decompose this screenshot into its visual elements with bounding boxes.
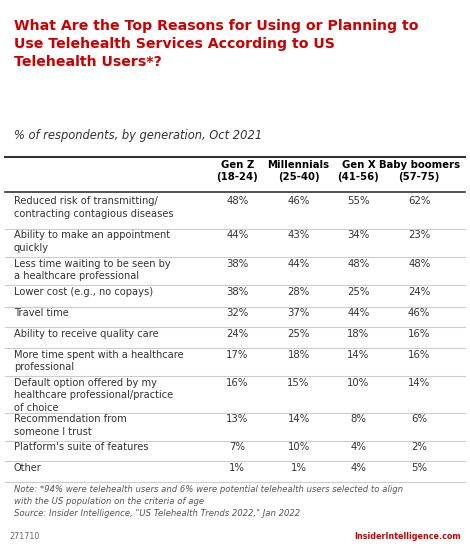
Text: 4%: 4%: [351, 463, 367, 473]
Text: Less time waiting to be seen by
a healthcare professional: Less time waiting to be seen by a health…: [14, 259, 171, 281]
Text: 16%: 16%: [226, 378, 249, 388]
Text: Reduced risk of transmitting/
contracting contagious diseases: Reduced risk of transmitting/ contractin…: [14, 196, 173, 218]
Text: 13%: 13%: [226, 414, 249, 424]
Text: Gen X
(41-56): Gen X (41-56): [337, 160, 379, 182]
Text: 24%: 24%: [408, 287, 431, 297]
Text: Millennials
(25-40): Millennials (25-40): [267, 160, 329, 182]
Text: 16%: 16%: [408, 329, 431, 339]
Text: 14%: 14%: [408, 378, 431, 388]
Text: 25%: 25%: [287, 329, 310, 339]
Text: % of respondents, by generation, Oct 2021: % of respondents, by generation, Oct 202…: [14, 129, 262, 142]
Text: 18%: 18%: [347, 329, 369, 339]
Text: 44%: 44%: [288, 259, 310, 269]
Text: 17%: 17%: [226, 349, 249, 359]
Text: 7%: 7%: [229, 442, 245, 452]
Text: 62%: 62%: [408, 196, 431, 206]
Text: 14%: 14%: [288, 414, 310, 424]
Text: 48%: 48%: [226, 196, 249, 206]
Text: Lower cost (e.g., no copays): Lower cost (e.g., no copays): [14, 287, 153, 297]
Text: 37%: 37%: [287, 309, 310, 319]
Text: Other: Other: [14, 463, 42, 473]
Text: Travel time: Travel time: [14, 309, 69, 319]
Text: 8%: 8%: [351, 414, 367, 424]
Text: 46%: 46%: [408, 309, 431, 319]
Text: 1%: 1%: [229, 463, 245, 473]
Text: 28%: 28%: [288, 287, 310, 297]
Text: What Are the Top Reasons for Using or Planning to
Use Telehealth Services Accord: What Are the Top Reasons for Using or Pl…: [14, 19, 418, 69]
Text: 44%: 44%: [226, 231, 249, 241]
Text: Recommendation from
someone I trust: Recommendation from someone I trust: [14, 414, 126, 436]
Text: InsiderIntelligence.com: InsiderIntelligence.com: [354, 532, 461, 541]
Text: 24%: 24%: [226, 329, 249, 339]
Text: 6%: 6%: [411, 414, 427, 424]
Text: 23%: 23%: [408, 231, 431, 241]
Text: Note: *94% were telehealth users and 6% were potential telehealth users selected: Note: *94% were telehealth users and 6% …: [14, 485, 403, 518]
Text: Baby boomers
(57-75): Baby boomers (57-75): [379, 160, 460, 182]
Text: 43%: 43%: [288, 231, 310, 241]
Text: Default option offered by my
healthcare professional/practice
of choice: Default option offered by my healthcare …: [14, 378, 173, 413]
Text: Ability to make an appointment
quickly: Ability to make an appointment quickly: [14, 231, 170, 253]
Text: 38%: 38%: [226, 259, 249, 269]
Text: 18%: 18%: [288, 349, 310, 359]
Text: 38%: 38%: [226, 287, 249, 297]
Text: Ability to receive quality care: Ability to receive quality care: [14, 329, 158, 339]
Text: 4%: 4%: [351, 442, 367, 452]
Text: 25%: 25%: [347, 287, 369, 297]
Text: 14%: 14%: [347, 349, 369, 359]
Text: 271710: 271710: [9, 532, 39, 541]
Text: 34%: 34%: [347, 231, 369, 241]
Text: 48%: 48%: [408, 259, 431, 269]
Text: 55%: 55%: [347, 196, 370, 206]
Text: More time spent with a healthcare
professional: More time spent with a healthcare profes…: [14, 349, 184, 372]
Text: 10%: 10%: [347, 378, 369, 388]
Text: 44%: 44%: [347, 309, 369, 319]
Text: Gen Z
(18-24): Gen Z (18-24): [216, 160, 258, 182]
Text: 46%: 46%: [287, 196, 310, 206]
Text: 16%: 16%: [408, 349, 431, 359]
Text: 48%: 48%: [347, 259, 369, 269]
Text: 15%: 15%: [287, 378, 310, 388]
Text: Platform's suite of features: Platform's suite of features: [14, 442, 149, 452]
Text: 10%: 10%: [288, 442, 310, 452]
Text: 1%: 1%: [290, 463, 306, 473]
Text: 32%: 32%: [226, 309, 249, 319]
Text: 5%: 5%: [411, 463, 427, 473]
Text: 2%: 2%: [411, 442, 427, 452]
